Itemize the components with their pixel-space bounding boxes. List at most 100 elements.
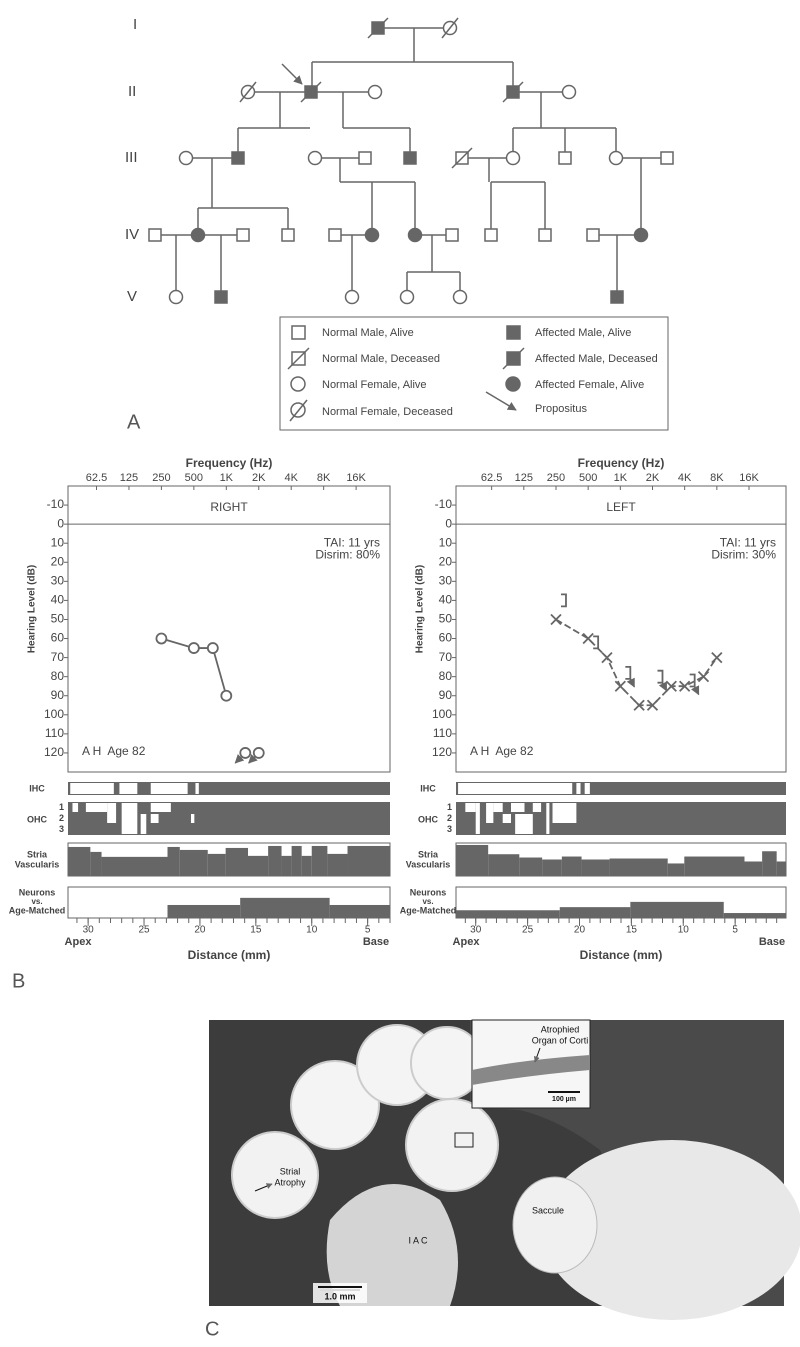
x-tick-label: 30 — [470, 925, 482, 936]
legend-label: Affected Male, Deceased — [535, 353, 658, 365]
row-label: OHC — [418, 814, 439, 824]
x-tick-label: 8K — [317, 472, 331, 484]
series-line — [555, 618, 718, 707]
panel-label: A — [127, 411, 141, 433]
ohc-intact — [85, 803, 108, 812]
legend-label: Affected Female, Alive — [535, 379, 644, 391]
x-tick-label: 16K — [739, 472, 759, 484]
x-tick-label: 250 — [547, 472, 565, 484]
ihc-intact — [150, 783, 188, 794]
x-tick-label: 10 — [306, 925, 318, 936]
ohc-intact — [121, 803, 138, 834]
row-label: OHC — [27, 814, 48, 824]
ohc-intact — [502, 814, 511, 823]
stria-bar — [167, 846, 180, 876]
stria-bar — [456, 844, 489, 876]
neurons-bar — [167, 904, 241, 918]
neurons-bar — [240, 897, 330, 918]
y-tick-label: 50 — [51, 612, 65, 626]
ihc-intact — [119, 783, 138, 794]
panel-label: C — [205, 1318, 219, 1340]
stria-bar — [268, 845, 282, 876]
row-number: 1 — [59, 802, 64, 812]
row-label: Vascularis — [15, 859, 60, 869]
neurons-bar — [723, 913, 786, 918]
y-tick-label: 0 — [445, 516, 452, 530]
no-response-arrow — [691, 685, 700, 696]
ohc-intact — [475, 803, 480, 834]
x-tick-label: 8K — [710, 472, 724, 484]
data-point — [187, 642, 200, 654]
x-tick-label: 1K — [614, 472, 628, 484]
y-tick-label: 120 — [44, 745, 64, 759]
no-response-arrow — [658, 681, 668, 692]
annotation: I A C — [408, 1235, 428, 1245]
data-point — [252, 747, 265, 759]
stria-bar — [581, 859, 610, 876]
stria-bar — [248, 855, 269, 876]
ihc-intact — [576, 783, 581, 794]
row-label: Age-Matched — [400, 905, 457, 915]
row-number: 1 — [447, 802, 452, 812]
ihc-intact — [195, 783, 199, 794]
annotation: Atrophied — [541, 1024, 580, 1034]
x-tick-label: 16K — [346, 472, 366, 484]
y-axis-title: Hearing Level (dB) — [27, 565, 38, 653]
generation-label: V — [127, 288, 137, 305]
y-tick-label: 10 — [51, 535, 65, 549]
stria-bar — [542, 859, 562, 876]
x-tick-label: 25 — [522, 925, 534, 936]
y-tick-label: 120 — [432, 745, 452, 759]
y-tick-label: 20 — [439, 554, 453, 568]
data-point — [633, 699, 645, 711]
scale-label: 100 µm — [552, 1096, 576, 1103]
ohc-intact — [552, 803, 577, 823]
legend-label: Normal Male, Alive — [322, 327, 414, 339]
subject-label: A H Age 82 — [470, 744, 534, 758]
data-point — [679, 680, 691, 692]
row-label: IHC — [29, 783, 45, 793]
stria-bar — [301, 855, 312, 876]
ohc-intact — [493, 803, 503, 812]
x-tick-label: 20 — [194, 925, 206, 936]
data-point — [601, 651, 613, 664]
ohc-band — [68, 802, 390, 835]
annotation: Saccule — [532, 1205, 564, 1215]
legend-label: Propositus — [535, 403, 587, 415]
ohc-intact — [465, 803, 476, 812]
y-tick-label: 70 — [439, 650, 453, 664]
x-tick-label: 15 — [626, 925, 638, 936]
row-label: Neurons — [19, 887, 56, 897]
row-number: 3 — [447, 824, 452, 834]
y-tick-label: -10 — [47, 497, 65, 511]
y-tick-label: 30 — [439, 574, 453, 588]
legend-label: Normal Female, Deceased — [322, 406, 453, 418]
x-tick-label: 4K — [284, 472, 298, 484]
x-tick-label: 1K — [220, 472, 234, 484]
x-tick-label: 125 — [515, 472, 533, 484]
row-number: 2 — [59, 813, 64, 823]
neurons-bar — [559, 907, 631, 918]
ohc-intact — [515, 814, 533, 834]
y-tick-label: 90 — [439, 688, 453, 702]
y-tick-label: 40 — [51, 593, 65, 607]
x-tick-label: 4K — [678, 472, 692, 484]
stria-bar — [762, 851, 777, 876]
ohc-intact — [150, 814, 159, 823]
y-tick-label: 80 — [51, 669, 65, 683]
data-point — [239, 747, 252, 759]
y-axis-title: Hearing Level (dB) — [415, 565, 426, 653]
plot-frame — [455, 485, 787, 773]
ohc-intact — [107, 803, 117, 823]
data-point — [697, 671, 710, 683]
x-tick-label: 25 — [138, 925, 150, 936]
x-tick-label: 10 — [678, 925, 690, 936]
legend-label: Affected Male, Alive — [535, 327, 631, 339]
annotation: Strial — [280, 1166, 301, 1176]
stria-bar — [561, 856, 582, 876]
axis-end-label: Base — [759, 936, 785, 948]
row-label: Neurons — [410, 887, 447, 897]
y-tick-label: 50 — [439, 612, 453, 626]
axis-end-label: Apex — [65, 936, 93, 948]
